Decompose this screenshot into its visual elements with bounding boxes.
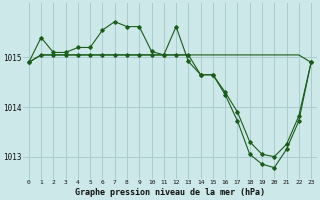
X-axis label: Graphe pression niveau de la mer (hPa): Graphe pression niveau de la mer (hPa) [75,188,265,197]
